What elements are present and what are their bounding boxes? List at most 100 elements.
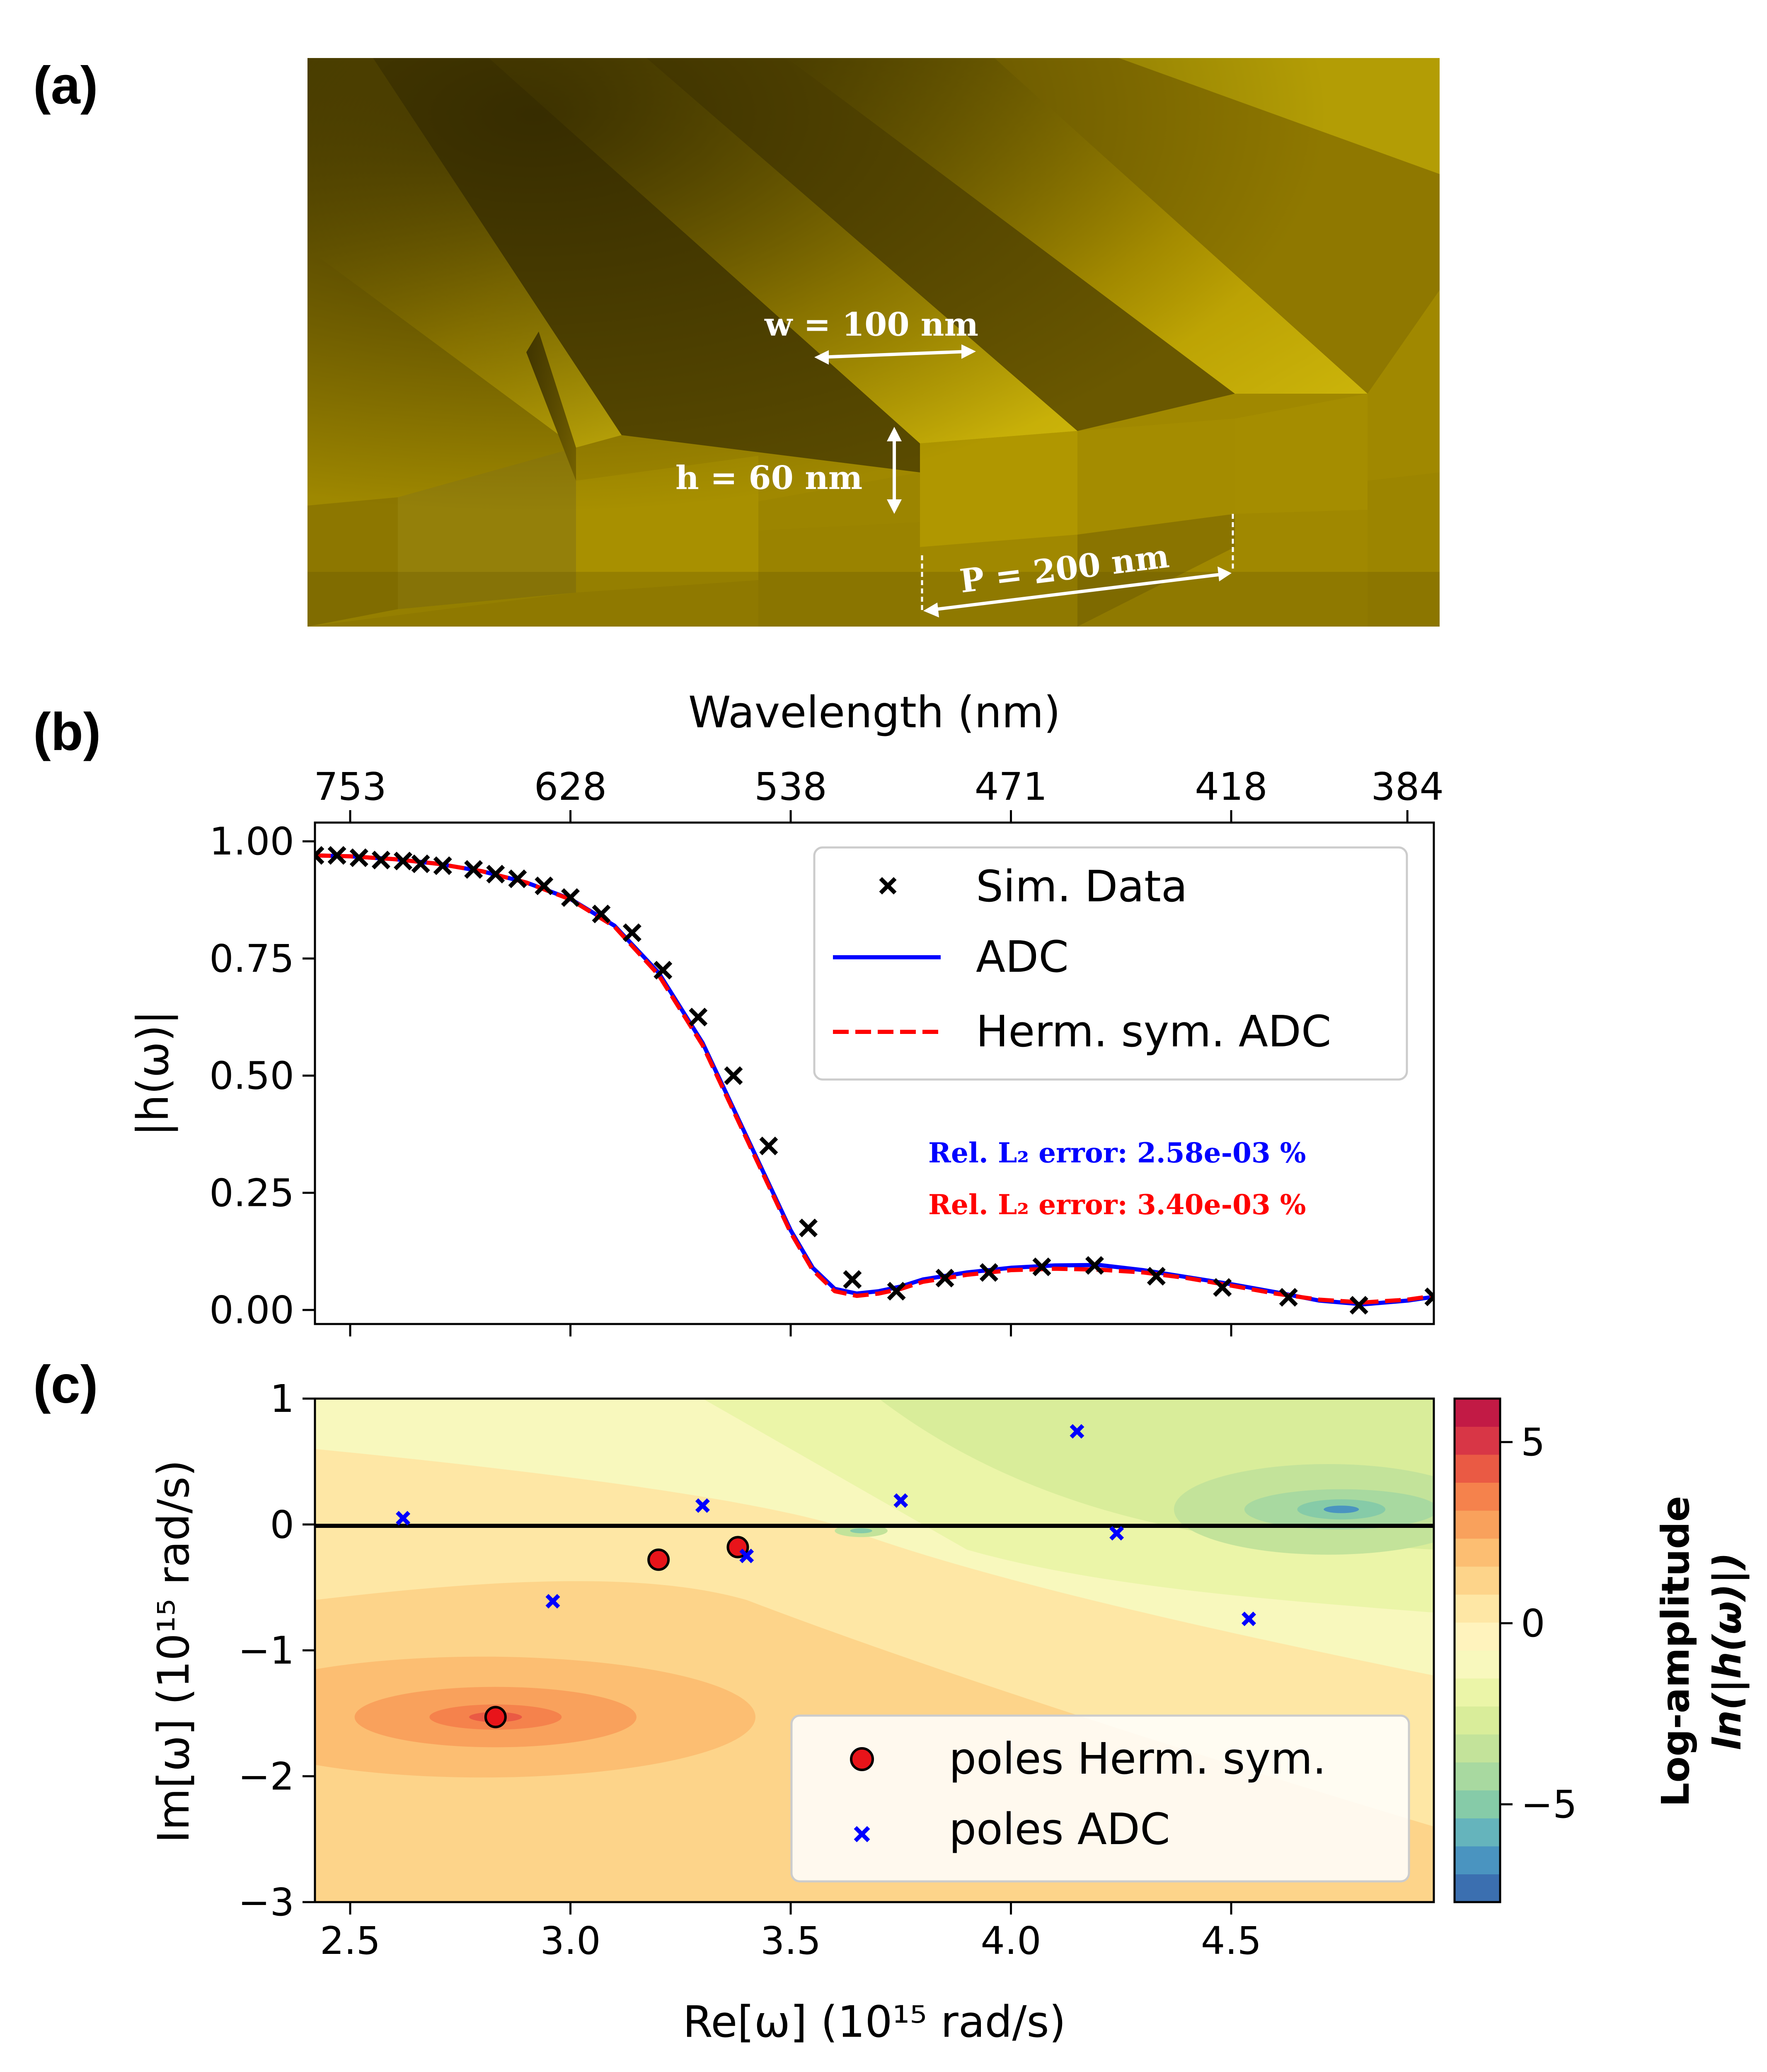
colorbar-tick-label: 5 [1521, 1420, 1545, 1464]
sim-data-point [433, 856, 452, 875]
sim-data-point-stroke [1279, 1288, 1298, 1307]
legend-marker-poles-herm [850, 1747, 874, 1771]
panel-label-c: (c) [33, 1355, 98, 1414]
legend-label-adc: ADC [976, 932, 1069, 982]
colorbar-swatch [1455, 1874, 1500, 1903]
sim-data-point-stroke [887, 1282, 906, 1301]
x-tick-label: 3.0 [540, 1919, 600, 1963]
sim-data-point-stroke [327, 846, 346, 865]
top-tick-label: 384 [1371, 765, 1444, 809]
colorbar-swatch [1455, 1399, 1500, 1427]
sim-data-point [411, 854, 430, 874]
pole-map-legend: poles Herm. sym. poles ADC [790, 1714, 1410, 1883]
sim-data-point-stroke [1085, 1256, 1104, 1275]
sim-data-point-stroke [843, 1270, 862, 1289]
adc-pole-marker [1109, 1526, 1124, 1541]
colorbar-swatch [1455, 1706, 1500, 1735]
sim-data-point [394, 852, 413, 871]
sim-data-point [689, 1007, 708, 1026]
y-tick-label: 1 [270, 1377, 294, 1421]
top-tick-label: 628 [534, 765, 607, 809]
sim-data-point-stroke [799, 1218, 818, 1237]
top-axis-title: Wavelength (nm) [688, 687, 1060, 738]
adc-pole-marker-stroke [396, 1511, 411, 1526]
adc-pole-marker-stroke [893, 1493, 908, 1508]
y-tick-label: −1 [238, 1629, 294, 1673]
colorbar-swatch [1455, 1594, 1500, 1623]
sim-data-point-stroke [592, 904, 611, 924]
colorbar-frame [1453, 1397, 1501, 1903]
sim-data-point-stroke [1424, 1287, 1434, 1300]
y-tick-label: 0.75 [209, 937, 294, 981]
heat-region [1324, 1506, 1359, 1513]
y-tick-label: 0 [270, 1503, 294, 1547]
sim-data-point [724, 1066, 743, 1085]
magnitude-legend: Sim. Data ADC Herm. sym. ADC [813, 846, 1408, 1081]
x-tick-label: 2.5 [320, 1919, 380, 1963]
colorbar-swatch [1455, 1846, 1500, 1874]
sim-data-point-stroke [1349, 1296, 1368, 1315]
colorbar-swatch [1455, 1455, 1500, 1483]
colorbar-tick-label: 0 [1521, 1601, 1545, 1646]
adc-pole-marker-stroke [739, 1549, 754, 1564]
sim-data-point [371, 850, 390, 870]
sim-data-point-stroke [561, 888, 580, 907]
top-tick-label: 418 [1195, 765, 1268, 809]
x-tick-label: 4.0 [980, 1919, 1041, 1963]
y-tick-label: 0.25 [209, 1171, 294, 1215]
colorbar-swatch [1455, 1510, 1500, 1539]
sim-data-point-stroke [508, 869, 527, 888]
sim-data-point-stroke [315, 852, 324, 865]
adc-pole-marker [1242, 1612, 1256, 1627]
adc-error-annotation: Rel. L₂ error: 2.58e-03 % [928, 1137, 1306, 1169]
magnitude-plot-frame [314, 821, 1435, 1325]
legend-marker-sim-data [879, 877, 897, 895]
adc-pole-marker-stroke [1109, 1526, 1124, 1541]
herm-pole-marker [484, 1706, 507, 1728]
sim-data-point-stroke [371, 850, 390, 870]
sim-data-point-stroke [411, 854, 430, 874]
sim-data-point-stroke [394, 852, 413, 871]
log-amplitude-heatmap [315, 1399, 1434, 1902]
legend-label-sim-data: Sim. Data [976, 861, 1188, 912]
sim-data-point [315, 846, 324, 865]
sim-data-point-stroke [689, 1007, 708, 1026]
herm-pole-marker [647, 1548, 670, 1571]
magnitude-y-axis-title: |h(ω)| [128, 1010, 178, 1136]
adc-pole-marker-stroke [695, 1498, 710, 1513]
width-label: w = 100 nm [764, 306, 978, 344]
colorbar-swatch [1455, 1482, 1500, 1511]
sim-data-point-stroke [724, 1066, 743, 1085]
sim-data-point-stroke [622, 923, 641, 942]
sim-data-point [535, 876, 554, 896]
top-tick-label: 753 [314, 765, 387, 809]
legend-label-herm-sym-adc: Herm. sym. ADC [976, 1006, 1331, 1057]
sim-data-point-stroke [759, 1136, 778, 1155]
sim-data-point [1349, 1296, 1368, 1315]
legend-label-poles-adc: poles ADC [949, 1804, 1170, 1854]
sim-data-point-stroke [535, 876, 554, 896]
adc-pole-marker-stroke [1242, 1612, 1256, 1627]
legend-label-poles-herm: poles Herm. sym. [949, 1733, 1326, 1784]
pole-map-y-axis-title: Im[ω] (10¹⁵ rad/s) [148, 1460, 199, 1843]
colorbar: 5 0 −5 Log-amplitude ln(|h(ω)|) [1453, 1397, 1750, 1903]
y-tick-label: −3 [238, 1880, 294, 1924]
adc-pole-marker-stroke [545, 1594, 560, 1609]
y-tick-label: 1.00 [209, 819, 294, 864]
sim-data-point [486, 864, 505, 884]
sim-data-point-stroke [464, 860, 483, 879]
legend-marker-poles-adc [854, 1826, 870, 1842]
sim-data-point [464, 860, 483, 879]
adc-pole-marker [545, 1594, 560, 1609]
top-tick-label: 538 [754, 765, 827, 809]
colorbar-swatch [1455, 1678, 1500, 1706]
sim-data-point-stroke [433, 856, 452, 875]
colorbar-title-line1: Log-amplitude [1653, 1496, 1698, 1807]
adc-pole-marker-stroke [1070, 1424, 1084, 1439]
pole-map-x-axis-title: Re[ω] (10¹⁵ rad/s) [683, 1997, 1066, 2047]
sim-data-point [1147, 1267, 1166, 1286]
panel-label-b: (b) [33, 702, 101, 762]
colorbar-swatch [1455, 1818, 1500, 1847]
sim-data-point-stroke [486, 864, 505, 884]
sim-data-point [799, 1218, 818, 1237]
